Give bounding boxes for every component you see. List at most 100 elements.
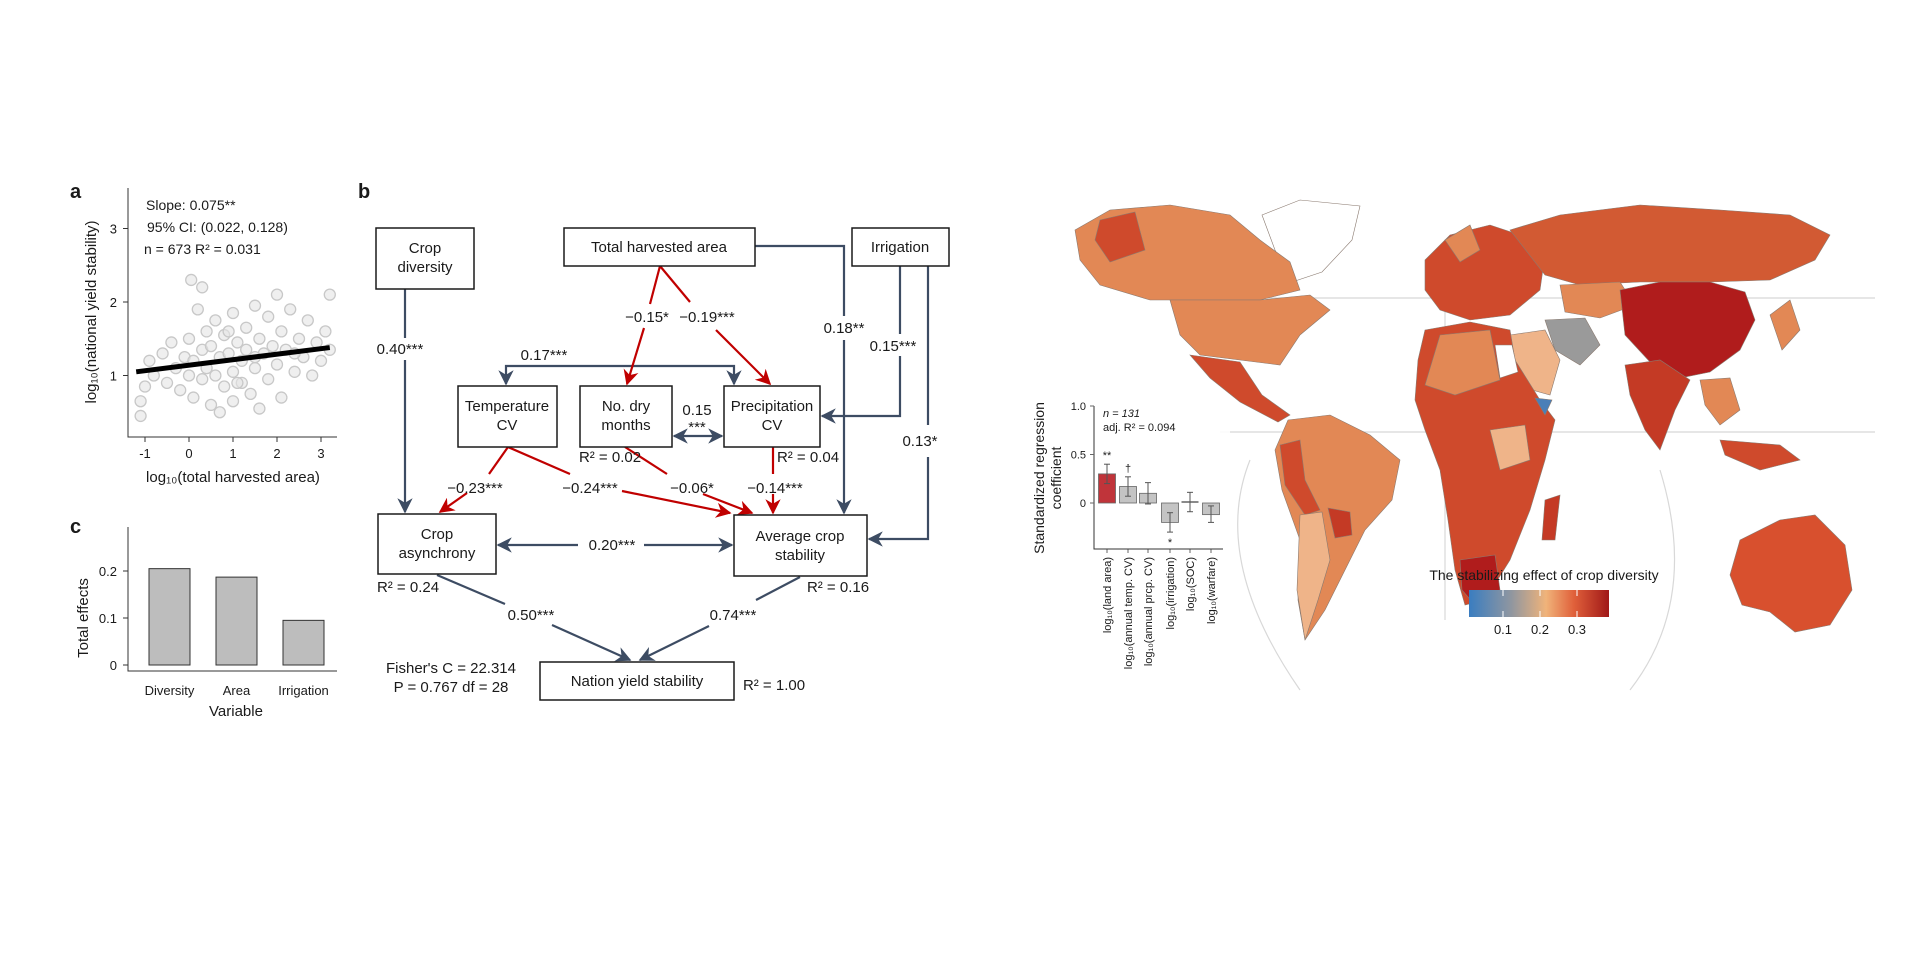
edge-drymonths-stability <box>624 446 668 475</box>
node-label: stability <box>775 547 826 564</box>
node-nation-yield-stability: Nation yield stability <box>539 661 735 701</box>
colorbar-tick: 0.3 <box>1568 622 1586 637</box>
panel-letter-c: c <box>70 516 81 538</box>
scatter-point <box>240 321 253 334</box>
country-india <box>1624 359 1691 451</box>
edge-label: 0.13* <box>902 433 937 450</box>
bar-area <box>215 576 258 666</box>
scatter-point <box>185 273 198 287</box>
scatter-point <box>319 325 332 338</box>
scatter-point <box>275 325 288 338</box>
x-tick-label: 3 <box>317 446 324 461</box>
edge-temp-stability-arrow <box>621 489 732 518</box>
edge-label: 0.40*** <box>377 341 424 358</box>
scatter-point <box>306 369 319 382</box>
panel-a-xlabel: log₁₀(total harvested area) <box>146 469 320 486</box>
significance-marker: * <box>1168 537 1173 549</box>
scatter-point <box>301 314 314 327</box>
scatter-point <box>156 347 169 360</box>
scatter-point <box>284 303 297 316</box>
x-tick-label: Area <box>223 683 251 698</box>
edge-label: 0.18** <box>824 320 865 337</box>
panel-letter-a: a <box>70 181 82 203</box>
country-usa <box>1169 294 1331 366</box>
x-tick-label: 0 <box>185 446 192 461</box>
slope-annotation: Slope: 0.075** <box>146 197 236 213</box>
country-scandinavia <box>1444 224 1481 263</box>
inset-category-label: log₁₀(land area) <box>1102 557 1114 633</box>
edge-asynchrony-nation <box>436 573 506 606</box>
scatter-point <box>253 402 266 415</box>
scatter-point <box>222 325 235 338</box>
scatter-point <box>187 391 200 404</box>
node-label: Crop <box>409 240 442 257</box>
country-australia <box>1729 514 1853 633</box>
edge-temp-asynchrony <box>488 446 509 475</box>
node-label: asynchrony <box>399 545 476 562</box>
edge-label: 0.15 <box>682 402 711 419</box>
y-tick-label: 0.2 <box>99 564 117 579</box>
panel-c-bar-chart: c Diversity Area Irrigation 0 0.1 0.2 Variab… <box>70 516 337 720</box>
edge-label: −0.19*** <box>679 309 735 326</box>
scatter-point <box>213 406 226 419</box>
scatter-point <box>138 380 152 393</box>
country-peru <box>1279 439 1321 516</box>
country-somalia <box>1534 397 1553 416</box>
node-average-crop-stability: Average crop stability <box>733 514 868 577</box>
node-label: Average crop <box>756 528 845 545</box>
edge-label: −0.06* <box>670 480 714 497</box>
inset-axes <box>1093 406 1223 550</box>
scatter-point <box>262 310 275 323</box>
node-crop-diversity: Crop diversity <box>375 227 475 290</box>
edge-temp-asynchrony-arrow <box>438 492 468 513</box>
map-countries <box>1074 199 1853 641</box>
country-north-africa <box>1424 329 1501 396</box>
y-tick-label: 0 <box>1080 498 1086 510</box>
edge-area-drymonths <box>648 265 662 305</box>
scatter-point <box>270 358 284 371</box>
scatter-point <box>240 343 253 356</box>
node-label: Temperature <box>465 398 549 415</box>
node-crop-asynchrony: Crop asynchrony <box>377 513 497 575</box>
edge-irrigation-stability-arrow <box>867 457 930 547</box>
colorbar-gradient <box>1469 590 1609 617</box>
country-iran <box>1544 317 1601 366</box>
node-label: months <box>601 417 650 434</box>
scatter-point <box>174 384 187 397</box>
country-se-asia <box>1699 377 1741 426</box>
scatter-point <box>288 365 301 378</box>
scatter-point <box>200 325 213 338</box>
y-tick-label: 0 <box>110 658 117 673</box>
inset-ylabel-line2: coefficient <box>1048 446 1064 509</box>
node-label: Precipitation <box>731 398 814 415</box>
scatter-point <box>196 281 209 294</box>
scatter-point <box>253 332 266 345</box>
node-dry-months: No. dry months <box>579 385 673 448</box>
edge-area-drymonths-arrow <box>623 327 646 386</box>
x-tick-label: 2 <box>273 446 280 461</box>
edge-label: −0.23*** <box>447 480 503 497</box>
scatter-point <box>231 376 244 390</box>
country-mexico <box>1189 354 1291 423</box>
y-tick-label: 3 <box>110 222 117 237</box>
scatter-point <box>262 373 275 386</box>
scatter-point <box>292 332 306 345</box>
map-inset-regression-chart: ** log₁₀(land area) † log₁₀(annual temp. CV… <box>1031 395 1230 685</box>
edge-temp-precip <box>498 364 742 386</box>
panel-b-path-diagram: b Crop diversity <box>358 181 950 701</box>
edge-label: *** <box>688 419 706 436</box>
scatter-point <box>209 314 222 327</box>
scatter-point <box>275 391 288 404</box>
country-alaska <box>1094 211 1146 263</box>
fit-p-df: P = 0.767 df = 28 <box>394 679 509 696</box>
scatter-point <box>204 398 218 412</box>
n-r2-annotation: n = 673 R² = 0.031 <box>144 241 261 257</box>
y-tick-label: 0.1 <box>99 611 117 626</box>
y-tick-label: 0.5 <box>1071 450 1086 462</box>
edge-stability-nation <box>755 576 801 601</box>
node-label: diversity <box>397 259 453 276</box>
x-tick-label: Diversity <box>145 683 195 698</box>
scatter-point <box>248 299 262 312</box>
country-japan <box>1769 299 1801 351</box>
edge-label: −0.24*** <box>562 480 618 497</box>
